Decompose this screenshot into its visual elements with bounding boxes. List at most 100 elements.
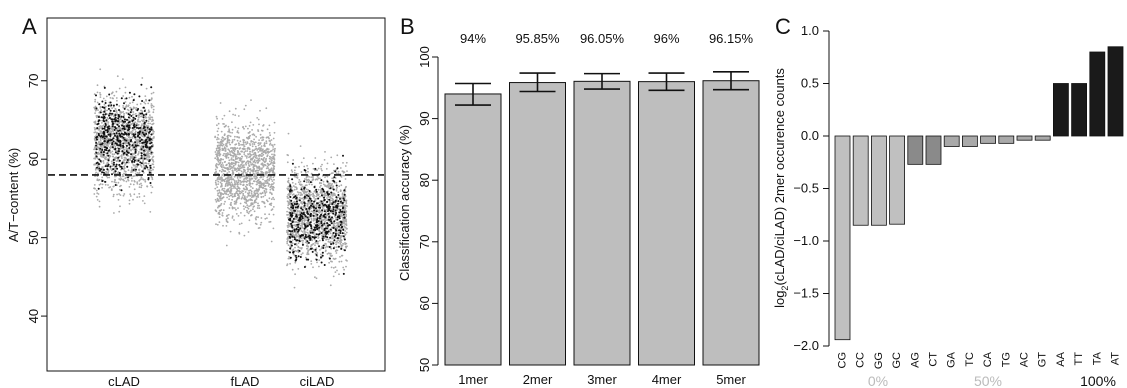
data-point bbox=[316, 178, 319, 181]
data-point bbox=[229, 230, 232, 233]
data-point bbox=[330, 184, 333, 187]
data-point bbox=[323, 233, 325, 236]
data-point bbox=[216, 197, 219, 200]
data-point bbox=[125, 176, 128, 179]
data-point-highlight bbox=[100, 116, 103, 119]
data-point bbox=[240, 155, 243, 158]
data-point bbox=[223, 187, 226, 190]
data-point bbox=[324, 242, 327, 245]
data-point-highlight bbox=[289, 196, 292, 198]
data-point bbox=[323, 231, 326, 233]
data-point-highlight bbox=[132, 133, 135, 136]
data-point-highlight bbox=[342, 235, 345, 238]
data-point bbox=[272, 146, 274, 148]
data-point bbox=[246, 196, 249, 198]
data-point bbox=[297, 268, 300, 270]
data-point-highlight bbox=[122, 146, 125, 149]
data-point bbox=[246, 177, 249, 179]
data-point bbox=[129, 148, 132, 151]
data-point bbox=[100, 126, 103, 128]
data-point-highlight bbox=[123, 138, 126, 141]
data-point bbox=[318, 265, 320, 268]
data-point bbox=[215, 170, 218, 173]
data-point-highlight bbox=[309, 238, 312, 241]
data-point-highlight bbox=[337, 194, 340, 196]
data-point bbox=[331, 195, 334, 197]
data-point bbox=[335, 241, 337, 244]
data-point-highlight bbox=[339, 209, 342, 211]
data-point-highlight bbox=[295, 228, 298, 231]
data-point bbox=[318, 212, 321, 214]
data-point bbox=[234, 187, 237, 190]
data-point-highlight bbox=[98, 103, 101, 106]
data-point bbox=[307, 253, 310, 256]
data-point bbox=[260, 192, 263, 195]
data-point-highlight bbox=[149, 164, 152, 167]
data-point bbox=[262, 153, 265, 156]
data-point bbox=[123, 112, 125, 115]
data-point bbox=[337, 239, 339, 242]
data-point bbox=[345, 223, 348, 225]
data-point-highlight bbox=[320, 256, 322, 259]
data-point bbox=[222, 209, 225, 212]
data-point-highlight bbox=[134, 144, 137, 147]
data-point bbox=[96, 175, 99, 178]
data-point bbox=[261, 129, 264, 132]
data-point bbox=[313, 195, 316, 197]
data-point-highlight bbox=[343, 238, 346, 241]
data-point bbox=[99, 92, 101, 94]
data-point bbox=[122, 194, 125, 197]
data-point-highlight bbox=[114, 114, 117, 117]
data-point-highlight bbox=[321, 202, 324, 205]
data-point bbox=[99, 68, 102, 71]
data-point bbox=[136, 172, 139, 174]
data-point bbox=[231, 187, 233, 190]
data-point bbox=[270, 178, 273, 181]
data-point bbox=[262, 164, 265, 167]
data-point bbox=[265, 142, 268, 145]
data-point bbox=[326, 238, 328, 241]
data-point bbox=[320, 184, 322, 187]
data-point bbox=[270, 198, 273, 201]
data-point bbox=[220, 209, 223, 211]
data-point bbox=[267, 152, 270, 154]
data-point bbox=[133, 164, 135, 167]
data-point-highlight bbox=[100, 168, 102, 171]
data-point bbox=[100, 173, 103, 176]
data-point bbox=[228, 139, 231, 142]
data-point bbox=[320, 165, 322, 168]
data-point-highlight bbox=[107, 107, 110, 110]
data-point bbox=[321, 163, 323, 166]
data-point bbox=[107, 170, 110, 173]
data-point-highlight bbox=[95, 151, 98, 154]
data-point bbox=[291, 242, 294, 245]
data-point bbox=[260, 221, 263, 224]
data-point bbox=[292, 159, 295, 161]
data-point bbox=[310, 193, 312, 196]
data-point bbox=[345, 214, 348, 216]
data-point bbox=[122, 175, 125, 178]
data-point bbox=[314, 157, 317, 159]
data-point bbox=[261, 139, 263, 142]
data-point bbox=[305, 196, 308, 199]
data-point bbox=[335, 231, 338, 234]
data-point-highlight bbox=[339, 223, 342, 226]
data-point bbox=[268, 197, 271, 200]
data-point bbox=[221, 136, 224, 139]
data-point bbox=[135, 146, 138, 149]
data-point bbox=[268, 221, 271, 223]
data-point bbox=[231, 198, 234, 201]
data-point bbox=[300, 253, 303, 256]
data-point bbox=[137, 116, 140, 119]
data-point-highlight bbox=[101, 100, 104, 103]
data-point bbox=[269, 186, 272, 189]
data-point bbox=[301, 202, 304, 205]
data-point bbox=[310, 210, 313, 213]
data-point bbox=[241, 175, 243, 178]
data-point bbox=[242, 141, 245, 144]
data-point bbox=[111, 180, 113, 183]
data-point bbox=[259, 143, 261, 146]
data-point-highlight bbox=[141, 141, 144, 144]
data-point bbox=[113, 172, 116, 174]
data-point bbox=[286, 239, 289, 242]
